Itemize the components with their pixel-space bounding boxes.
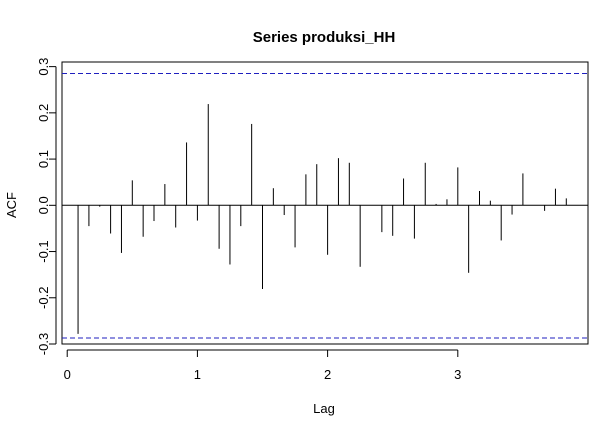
chart-title: Series produksi_HH [253,29,396,46]
chart-marks [62,73,588,339]
y-tick-label: -0.1 [36,240,51,262]
x-axis-label: Lag [313,401,335,416]
y-tick-label: 0.0 [36,196,51,214]
plot-frame [61,61,589,345]
x-axis: 0 1 2 3 [64,349,461,382]
x-tick-label: 3 [454,367,461,382]
y-axis-label: ACF [4,192,19,218]
y-tick-label: 0.3 [36,58,51,76]
x-tick-label: 2 [324,367,331,382]
x-tick-label: 0 [64,367,71,382]
y-tick-label: 0.1 [36,150,51,168]
y-tick-label: 0.2 [36,104,51,122]
y-axis: -0.3 -0.2 -0.1 0.0 0.1 0.2 0.3 [36,58,57,355]
y-tick-label: -0.2 [36,287,51,309]
plot-area [61,61,589,345]
y-tick-label: -0.3 [36,333,51,355]
x-tick-label: 1 [194,367,201,382]
